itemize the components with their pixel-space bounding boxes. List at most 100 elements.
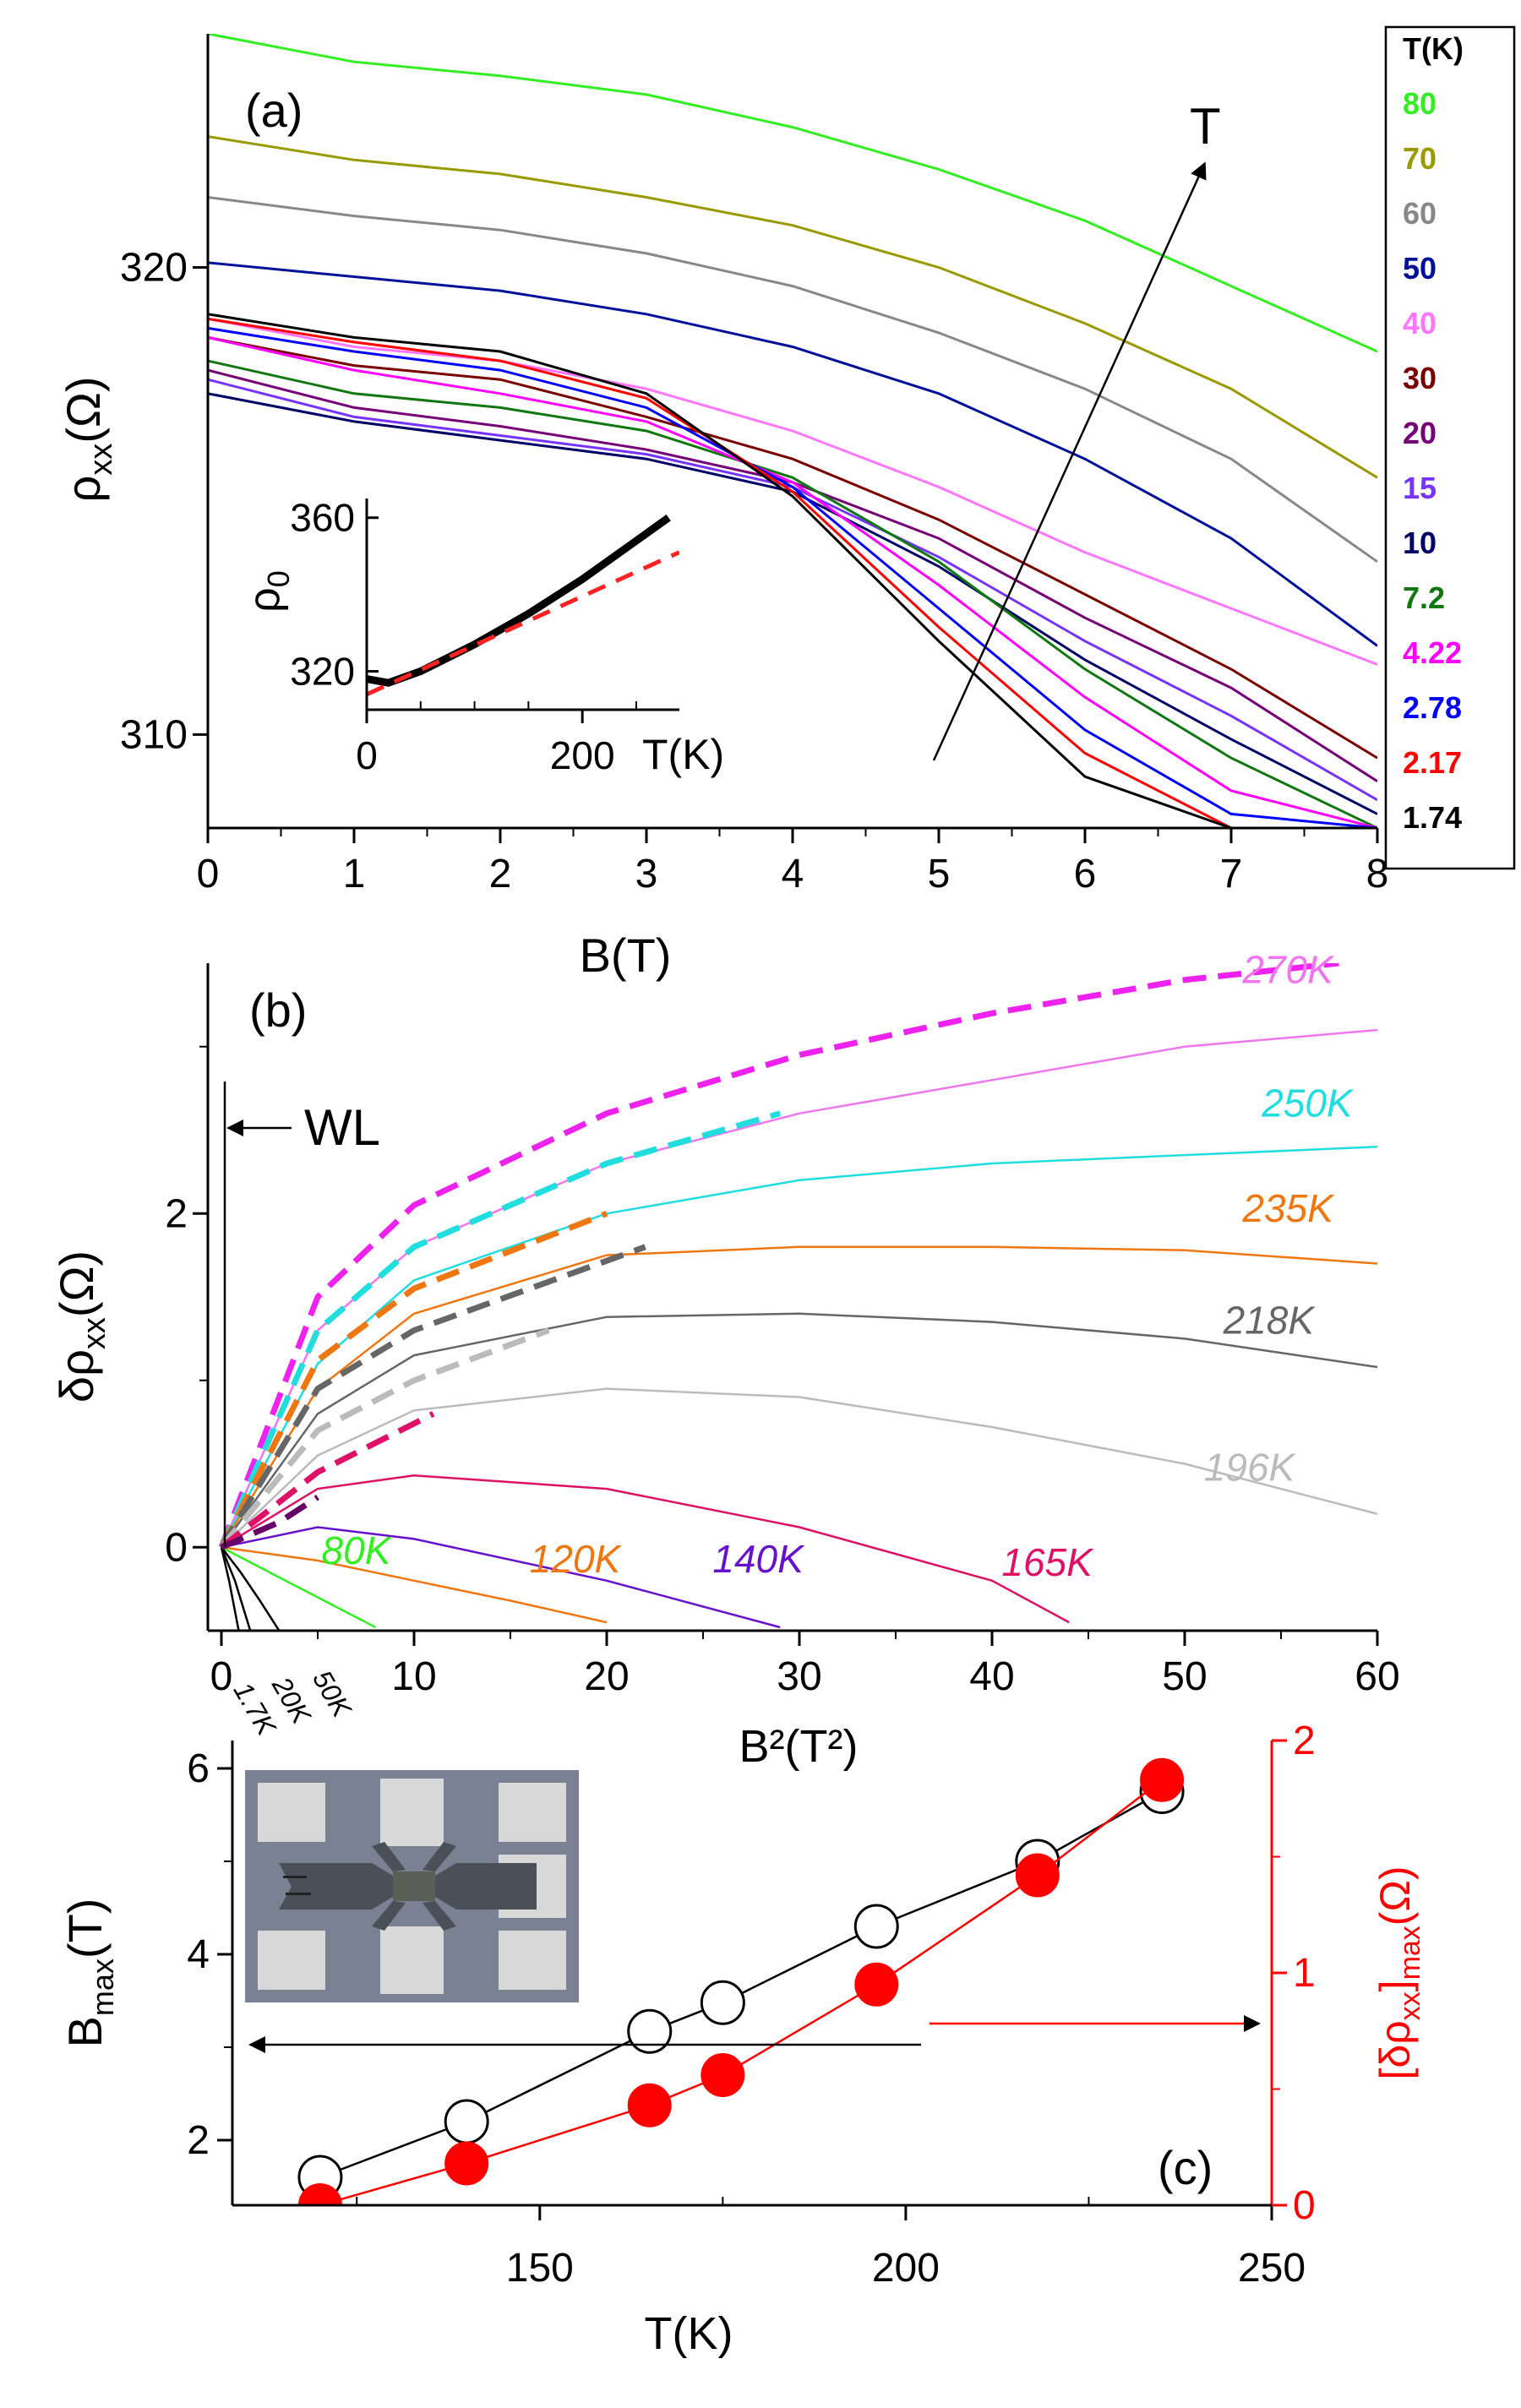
point-bmax-140k <box>444 2099 489 2144</box>
c-ytick-left-label-2: 2 <box>187 2118 210 2163</box>
a-xtick-label-1: 1 <box>343 852 366 896</box>
legend-entry-60: 60 <box>1403 196 1436 231</box>
device-photo-printed-marks <box>283 1876 311 1895</box>
panel-c-ylabel-left: Bmax(T) <box>58 1899 120 2048</box>
curve-b-165k-fit <box>219 1411 435 1550</box>
curve-label-140k: 140K <box>712 1537 805 1581</box>
panel-c-ylabel-right-pre: [δρ <box>1371 2020 1419 2079</box>
curve-b-20k <box>220 1546 252 1631</box>
panel-b-xticks: 0 10 20 30 40 50 60 <box>210 1631 1400 1699</box>
panel-a-ylabel-main: ρ <box>57 476 110 503</box>
c-xtick-label-200: 200 <box>872 2246 940 2291</box>
curve-label-218k: 218K <box>1223 1298 1317 1342</box>
a-xtick-label-6: 6 <box>1074 852 1097 896</box>
inset-xtick-label-0: 0 <box>356 733 378 777</box>
inset-ylabel-main: ρ <box>240 587 289 613</box>
curve-b-270k-fit <box>218 963 1339 1549</box>
panel-a-ylabel-unit: (Ω) <box>57 376 110 443</box>
inset-curves <box>367 515 679 697</box>
curve-b-218k <box>220 1312 1377 1549</box>
legend-entry-2-17: 2.17 <box>1403 745 1462 780</box>
curve-label-235k: 235K <box>1241 1186 1335 1230</box>
inset-xtick-label-200: 200 <box>550 733 615 777</box>
b-xtick-label-10: 10 <box>391 1654 436 1699</box>
panel-b-curve-labels: 270K250K235K218K196K165K140K120K80K50K20… <box>228 948 1355 1741</box>
curve-b-165k <box>221 1474 1070 1624</box>
legend-entry-50: 50 <box>1403 251 1436 286</box>
c-ytick-right-label-0: 0 <box>1293 2183 1316 2228</box>
c-ytick-left-label-6: 6 <box>187 1746 210 1791</box>
a-ytick-label-310: 310 <box>120 712 188 757</box>
point-xx-max-218k <box>1015 1853 1060 1898</box>
panel-a-yticks: 310 320 <box>120 245 208 757</box>
legend-entry-70: 70 <box>1403 141 1436 176</box>
legend-entry-20: 20 <box>1403 416 1436 450</box>
curve-a-1-74k <box>208 313 1377 828</box>
device-photo <box>245 1770 579 2002</box>
c-xtick-label-250: 250 <box>1238 2246 1306 2291</box>
panel-c-ylabel-left-unit: (T) <box>58 1899 112 1959</box>
legend-entry-7-2: 7.2 <box>1403 580 1445 615</box>
legend-entry-4-22: 4.22 <box>1403 635 1462 670</box>
inset-ytick-label-360: 360 <box>290 496 355 540</box>
panel-c-xlabel: T(K) <box>645 2308 733 2359</box>
b-xtick-label-40: 40 <box>969 1654 1014 1699</box>
inset-ylabel: ρ0 <box>240 570 296 613</box>
curve-b-140k <box>221 1526 781 1629</box>
inset-ylabel-sub: 0 <box>261 570 296 587</box>
panel-c-ylabel-right-sub1: xx <box>1394 1991 1426 2020</box>
panel-b-curves <box>218 963 1377 1631</box>
curve-b-1-7k <box>220 1547 240 1631</box>
panel-c-ylabel-left-sub: max <box>85 1959 120 2016</box>
panel-c-marks <box>297 1757 1185 2205</box>
panel-c-ticks: 150 200 250 2 4 6 0 1 2 <box>187 1719 1315 2291</box>
panel-a-label: (a) <box>245 84 303 137</box>
legend-entry-15: 15 <box>1403 471 1436 505</box>
legend-title: T(K) <box>1403 31 1464 66</box>
legend-box <box>1384 25 1516 870</box>
panel-c-ylabel-left-main: B <box>58 2016 112 2047</box>
c-ytick-right-label-1: 1 <box>1293 1951 1316 1996</box>
legend-entry-10: 10 <box>1403 526 1436 560</box>
panel-a-arrow-label: T <box>1190 98 1221 155</box>
panel-b-ylabel-main: δρ <box>50 1349 103 1403</box>
panel-b-ylabel-sub: xx <box>77 1317 112 1349</box>
c-ytick-right-label-2: 2 <box>1293 1719 1316 1763</box>
legend-entry-40: 40 <box>1403 306 1436 340</box>
panel-a-ylabel-sub: xx <box>84 444 119 476</box>
a-xtick-label-7: 7 <box>1220 852 1243 896</box>
legend-entries: 80 70 60 50 40 30 20 15 10 7.2 4.22 2.78 2.17 1.74 <box>1403 86 1462 835</box>
panel-b-label: (b) <box>249 983 307 1037</box>
point-xx-max-235k <box>1140 1757 1185 1802</box>
a-xtick-label-2: 2 <box>489 852 512 896</box>
a-xtick-label-0: 0 <box>197 852 220 896</box>
a-ytick-label-320: 320 <box>120 245 188 290</box>
panel-a-trend-arrow <box>932 161 1207 761</box>
panel-c-ylabel-right: [δρxx]max(Ω) <box>1371 1866 1426 2080</box>
curve-label-270k: 270K <box>1241 948 1335 992</box>
curve-b-196k-fit <box>219 1327 550 1550</box>
a-xtick-label-5: 5 <box>928 852 951 896</box>
curve-b-120k <box>221 1546 608 1624</box>
curve-a-70k <box>208 135 1377 479</box>
panel-b-yticks: 02 <box>165 1045 208 1570</box>
legend-entry-80: 80 <box>1403 86 1436 121</box>
b-xtick-label-0: 0 <box>210 1654 233 1699</box>
c-ytick-left-label-4: 4 <box>187 1932 210 1977</box>
inset-ytick-label-320: 320 <box>290 650 355 694</box>
panel-a-curves <box>208 34 1377 828</box>
point-bmax-196k <box>853 1904 899 1949</box>
device-photo-drawing <box>245 1770 579 2002</box>
panel-b: WL 0 10 20 30 40 50 60 02 270K250K235K218K196K… <box>50 948 1400 1772</box>
point-xx-max-175k <box>701 2053 745 2097</box>
legend-entry-30: 30 <box>1403 361 1436 395</box>
curve-b-250k-fit <box>218 1110 782 1549</box>
b-xtick-label-50: 50 <box>1162 1654 1207 1699</box>
b-xtick-label-20: 20 <box>584 1654 629 1699</box>
curve-a-2-78k <box>208 326 1377 828</box>
